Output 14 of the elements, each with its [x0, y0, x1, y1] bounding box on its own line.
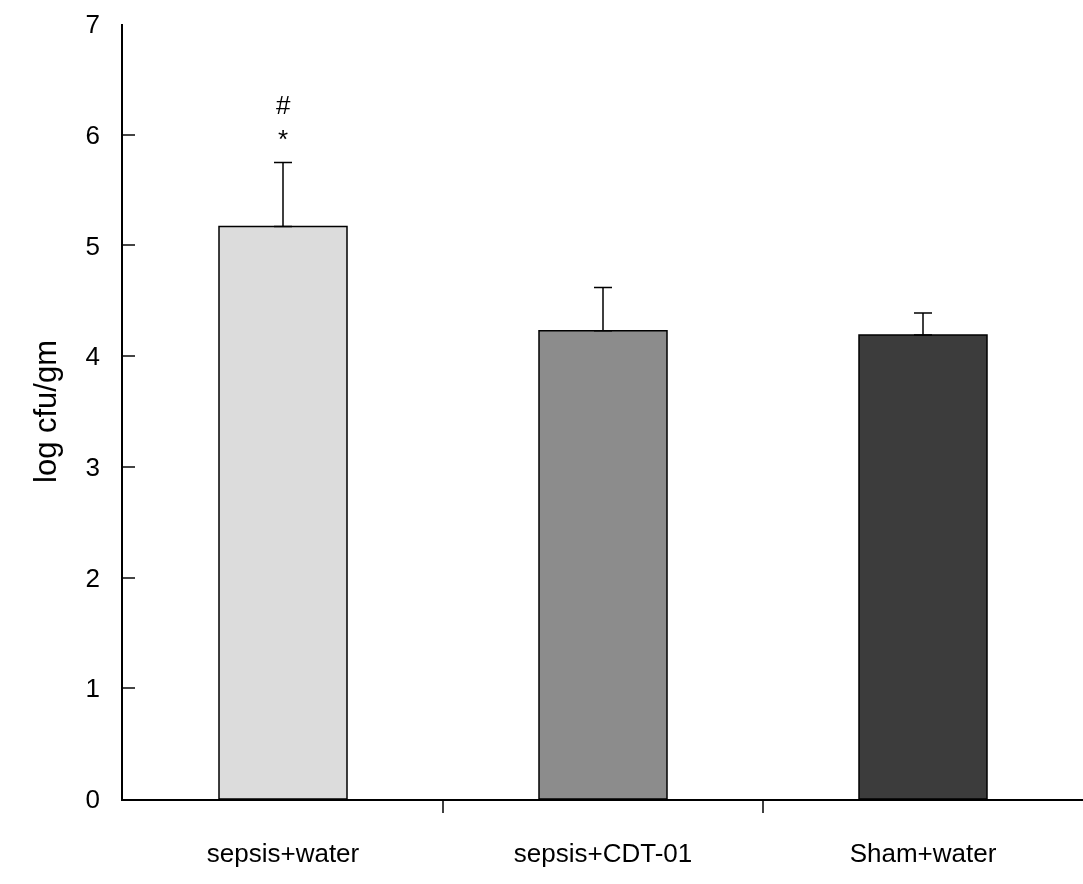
y-axis-title: log cfu/gm [27, 339, 63, 484]
y-tick-label: 3 [85, 451, 101, 482]
annotation: # [276, 90, 291, 120]
y-tick-label: 1 [85, 673, 101, 704]
x-tick-label: sepsis+CDT-01 [513, 837, 693, 868]
y-tick-label: 2 [85, 562, 101, 593]
y-tick-label: 4 [85, 341, 101, 372]
annotation: * [278, 124, 289, 154]
y-tick-label: 6 [85, 119, 101, 150]
y-tick-label: 5 [85, 230, 101, 261]
x-tick-label: sepsis+water [206, 837, 360, 868]
x-tick-label: Sham+water [849, 837, 997, 868]
y-tick-label: 0 [85, 784, 101, 815]
y-tick-label: 7 [85, 9, 101, 40]
